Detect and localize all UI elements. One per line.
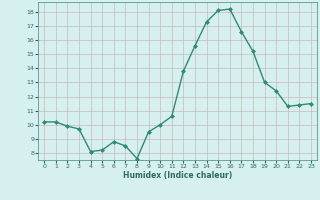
- X-axis label: Humidex (Indice chaleur): Humidex (Indice chaleur): [123, 171, 232, 180]
